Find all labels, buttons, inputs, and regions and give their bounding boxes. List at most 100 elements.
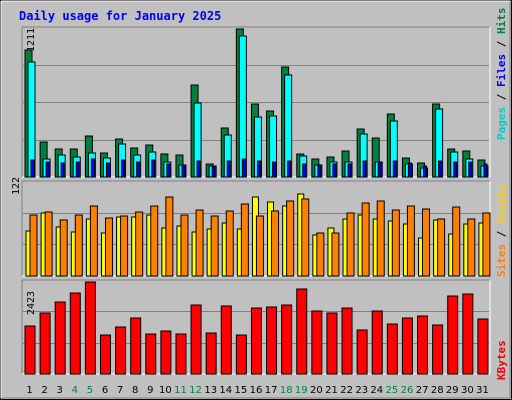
kbytes-bar [145,333,157,375]
day-label: 18 [280,385,293,396]
sites-bar [391,209,400,277]
sites-bar [437,218,446,277]
day-label: 31 [476,385,489,396]
hits-axis-max-label: 1211 [26,28,37,52]
sites-bar [422,208,431,277]
day-label: 10 [159,385,172,396]
day-label: 23 [355,385,368,396]
kbytes-bar [447,295,459,375]
kbytes-bar [266,306,278,375]
kbytes-bar [205,332,217,375]
sites-bar [89,205,98,277]
files-bar [181,164,186,178]
sites-bar [301,198,310,277]
day-label: 9 [147,385,153,396]
kbytes-bar [220,305,232,375]
files-bar [483,163,488,178]
sites-bar [271,210,280,277]
day-label: 3 [57,385,63,396]
day-label: 16 [250,385,263,396]
kbytes-bar [356,329,368,375]
files-bar [60,162,65,178]
sites-bar [104,217,113,277]
kbytes-bar [432,324,444,375]
pages-bar [238,35,247,178]
sites-bar [240,203,249,277]
files-bar [392,160,397,178]
day-label: 22 [340,385,353,396]
sites-bar [180,214,189,277]
day-label: 17 [265,385,278,396]
sites-bar [150,205,159,277]
kbytes-bar [235,334,247,375]
sites-bar [255,215,264,277]
kbytes-bar [175,333,187,375]
sites-bar [165,196,174,277]
files-bar [347,163,352,178]
day-label: 24 [370,385,383,396]
day-label: 8 [132,385,138,396]
legend-sites: Sites [495,244,508,277]
day-label: 21 [325,385,338,396]
day-axis-labels: 1 2 3 4 5 6 7 8 9 10 11 12 13 14 15 16 17 18 19 20 21 22 23 24 2… [26,385,489,396]
sites-bar [482,212,491,277]
files-bar [453,161,458,178]
sites-bar [29,214,38,277]
kbytes-bar [39,312,51,375]
legend-sep-3: / [495,230,508,237]
legend-visits: Visits [495,184,508,224]
day-label: 5 [87,385,93,396]
sites-bar [331,232,340,277]
files-bar [256,160,261,178]
kbytes-bar [250,307,262,375]
day-label: 30 [461,385,474,396]
kbytes-bar [84,281,96,375]
kbytes-bar [190,304,202,375]
chart-title: Daily usage for January 2025 [19,9,221,23]
files-bar [241,158,246,178]
sites-bar [406,205,415,277]
kbytes-bar [130,317,142,375]
day-label: 27 [416,385,429,396]
legend-sep-2: / [495,40,508,47]
kbytes-bar [401,317,413,375]
files-bar [423,165,428,178]
day-label: 12 [189,385,202,396]
legend-kbytes: KBytes [495,340,508,380]
files-bar [75,161,80,178]
files-bar [407,162,412,178]
kbytes-bar [69,292,81,375]
day-label: 15 [235,385,248,396]
sites-bar [361,202,370,277]
sites-bar [44,211,53,277]
day-label: 20 [310,385,323,396]
kbytes-bar [24,325,36,375]
files-bar [30,159,35,178]
legend-hits: Hits [495,8,508,35]
kbytes-bar [341,307,353,375]
kbytes-bar [386,323,398,375]
files-bar [438,160,443,178]
files-bar [272,161,277,178]
files-bar [121,159,126,178]
sites-bar [210,215,219,277]
kbytes-bar [417,315,429,375]
kbytes-bar [296,288,308,375]
hits-files-pages-legend: Pages / Files / Hits [495,8,508,141]
sites-bar [59,219,68,277]
files-bar [90,158,95,178]
day-label: 6 [102,385,108,396]
sites-bar [316,232,325,277]
sites-bar [376,200,385,277]
day-label: 19 [295,385,308,396]
kbytes-bar [371,310,383,375]
kbytes-bar [477,318,489,375]
files-bar [211,166,216,178]
day-label: 14 [219,385,232,396]
kbytes-bar [99,334,111,375]
files-bar [151,159,156,178]
files-bar [317,164,322,178]
day-label: 13 [204,385,217,396]
